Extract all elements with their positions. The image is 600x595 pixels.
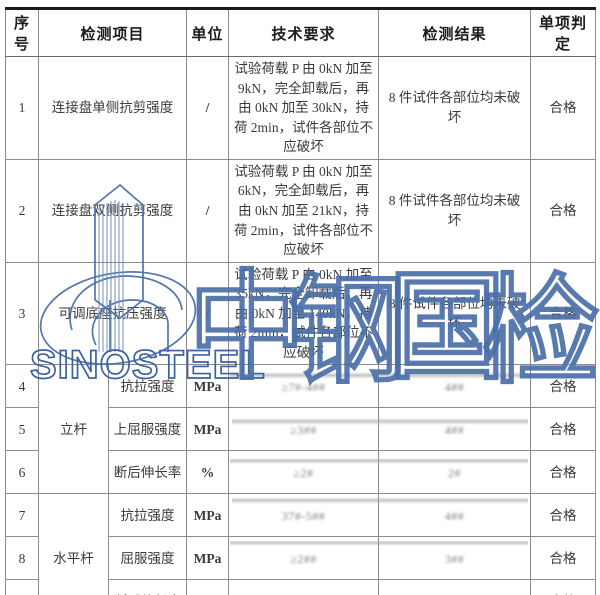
blurred-value: 4## xyxy=(444,422,465,437)
cell-seq: 1 xyxy=(5,56,39,160)
blurred-value: ≥2# xyxy=(293,465,314,480)
cell-item: 连接盘双侧抗剪强度 xyxy=(37,158,188,263)
cell-result: 8 件试件各部位均未破坏 xyxy=(378,261,532,366)
cell-judgement: 合格 xyxy=(530,407,597,452)
cell-item: 连接盘单侧抗剪强度 xyxy=(37,56,188,160)
table-row: 6 断后伸长率 % ≥2# 2# 合格 xyxy=(5,450,597,495)
header-seq: 序号 xyxy=(5,7,39,57)
cell-seq: 8 xyxy=(5,536,39,581)
blurred-value: 37#-5## xyxy=(281,508,326,523)
blurred-value: ≥3## xyxy=(290,422,317,437)
header-row: 序号 检测项目 单位 技术要求 检测结果 单项判定 xyxy=(5,7,597,57)
blurred-value: ≥7#-4## xyxy=(281,379,326,394)
cell-unit: / xyxy=(186,261,230,366)
cell-item: 抗拉强度 xyxy=(107,493,188,538)
cell-seq: 6 xyxy=(5,450,39,495)
cell-seq: 5 xyxy=(5,407,39,452)
cell-unit: / xyxy=(186,56,230,160)
inspection-results-table: 序号 检测项目 单位 技术要求 检测结果 单项判定 1 连接盘单侧抗剪强度 / … xyxy=(5,7,597,595)
cell-unit: MPa xyxy=(186,364,230,409)
cell-item: 上屈服强度 xyxy=(107,407,188,452)
table-row: 1 连接盘单侧抗剪强度 / 试验荷载 P 由 0kN 加至 9kN，完全卸载后，… xyxy=(5,56,597,160)
cell-judgement: 合格 xyxy=(530,364,597,409)
cell-seq: 3 xyxy=(5,261,39,366)
cell-group: 水平杆 xyxy=(38,493,109,595)
cell-requirement: ≥2## xyxy=(228,536,380,581)
cell-requirement: ≥2# xyxy=(228,579,380,595)
header-judgement: 单项判定 xyxy=(530,7,597,57)
cell-item: 断后伸长率 xyxy=(107,579,188,595)
cell-requirement: ≥2# xyxy=(228,450,380,495)
table-row: 3 可调底座抗压强度 / 试验荷载 P 由 0kN 加至 35kN，完全卸载后，… xyxy=(5,261,597,366)
inspection-table-container: 序号 检测项目 单位 技术要求 检测结果 单项判定 1 连接盘单侧抗剪强度 / … xyxy=(5,7,597,595)
blurred-value: 3## xyxy=(444,551,465,566)
table-row: 5 上屈服强度 MPa ≥3## 4## 合格 xyxy=(5,407,597,452)
cell-item: 抗拉强度 xyxy=(107,364,188,409)
table-row: 4 立杆 抗拉强度 MPa ≥7#-4## 4## 合格 xyxy=(5,364,597,495)
cell-seq: 4 xyxy=(5,364,39,409)
cell-unit: / xyxy=(186,158,230,263)
cell-judgement: 合格 xyxy=(530,158,597,263)
blurred-value: 2# xyxy=(448,465,462,480)
cell-result: 8 件试件各部位均未破坏 xyxy=(378,158,532,263)
cell-requirement: 试验荷载 P 由 0kN 加至 6kN，完全卸载后，再由 0kN 加至 21kN… xyxy=(228,158,380,263)
table-header: 序号 检测项目 单位 技术要求 检测结果 单项判定 xyxy=(5,7,597,57)
cell-group: 立杆 xyxy=(38,364,109,495)
cell-unit: MPa xyxy=(186,407,230,452)
cell-item: 断后伸长率 xyxy=(107,450,188,495)
header-item: 检测项目 xyxy=(37,7,188,57)
blurred-value: 4## xyxy=(444,508,465,523)
cell-unit: MPa xyxy=(186,536,230,581)
cell-result: 4## xyxy=(378,407,532,452)
cell-judgement: 合格 xyxy=(530,536,597,581)
cell-requirement: 37#-5## xyxy=(228,493,380,538)
cell-unit: % xyxy=(186,450,230,495)
cell-judgement: 合格 xyxy=(530,56,597,160)
cell-unit: MPa xyxy=(186,493,230,538)
cell-result: 4## xyxy=(378,493,532,538)
cell-result: 4## xyxy=(378,364,532,409)
blurred-value: 4## xyxy=(444,379,465,394)
cell-requirement: ≥7#-4## xyxy=(228,364,380,409)
cell-unit: % xyxy=(186,579,230,595)
cell-result: 2# xyxy=(378,450,532,495)
cell-judgement: 合格 xyxy=(530,493,597,538)
header-requirement: 技术要求 xyxy=(228,7,380,57)
header-unit: 单位 xyxy=(186,7,230,57)
cell-seq: 2 xyxy=(5,158,39,263)
cell-seq: 7 xyxy=(5,493,39,538)
cell-requirement: 试验荷载 P 由 0kN 加至 35kN，完全卸载后，再由 0kN 加至 140… xyxy=(228,261,380,366)
cell-result: 2# xyxy=(378,579,532,595)
cell-item: 可调底座抗压强度 xyxy=(37,261,188,366)
cell-judgement: 合格 xyxy=(530,579,597,595)
table-row: 7 水平杆 抗拉强度 MPa 37#-5## 4## 合格 xyxy=(5,493,597,595)
cell-result: 3## xyxy=(378,536,532,581)
cell-requirement: ≥3## xyxy=(228,407,380,452)
cell-judgement: 合格 xyxy=(530,450,597,495)
cell-seq: 9 xyxy=(5,579,39,595)
table-row: 2 连接盘双侧抗剪强度 / 试验荷载 P 由 0kN 加至 6kN，完全卸载后，… xyxy=(5,158,597,263)
cell-item: 屈服强度 xyxy=(107,536,188,581)
table-row: 9 断后伸长率 % ≥2# 2# 合格 xyxy=(5,579,597,595)
cell-result: 8 件试件各部位均未破坏 xyxy=(378,56,532,160)
cell-requirement: 试验荷载 P 由 0kN 加至 9kN，完全卸载后，再由 0kN 加至 30kN… xyxy=(228,56,380,160)
table-body: 1 连接盘单侧抗剪强度 / 试验荷载 P 由 0kN 加至 9kN，完全卸载后，… xyxy=(5,56,597,595)
blurred-value: ≥2## xyxy=(290,551,317,566)
cell-judgement: 合格 xyxy=(530,261,597,366)
header-result: 检测结果 xyxy=(378,7,532,57)
